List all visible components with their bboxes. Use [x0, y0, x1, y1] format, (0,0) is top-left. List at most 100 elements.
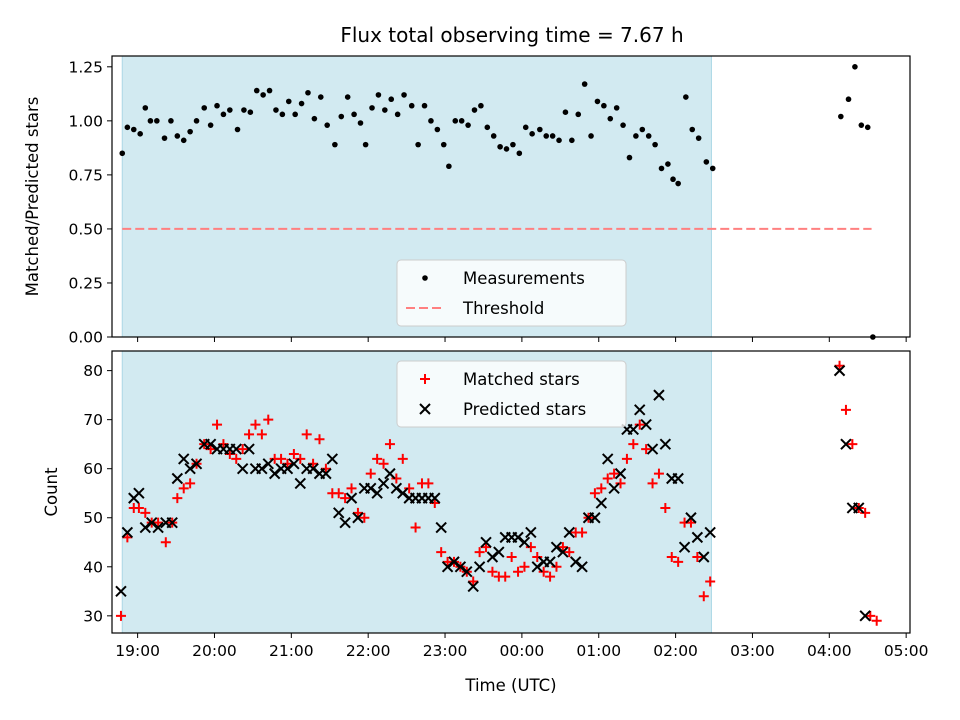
predicted-point [480, 536, 492, 548]
matched-point [474, 547, 485, 558]
data-point [709, 165, 716, 172]
predicted-point [365, 482, 377, 495]
data-point [147, 118, 154, 124]
x-tick-label: 21:00 [269, 642, 314, 660]
data-point [119, 150, 126, 157]
y-tick-label: 0.75 [68, 166, 103, 184]
data-point [838, 113, 844, 120]
matched-point [288, 448, 299, 459]
predicted-point [152, 521, 164, 534]
predicted-point [672, 472, 684, 485]
data-point [408, 102, 415, 109]
matched-point [397, 453, 408, 464]
matched-point [308, 458, 319, 469]
predicted-point [352, 512, 364, 524]
data-point [665, 161, 671, 167]
predicted-point [339, 516, 351, 529]
x-tick-label: 03:00 [730, 642, 775, 660]
matched-point [384, 439, 395, 450]
data-point [394, 111, 401, 118]
data-point [581, 81, 588, 87]
predicted-point [493, 546, 505, 558]
data-point [858, 122, 865, 128]
data-point [458, 118, 465, 124]
matched-point [359, 512, 370, 523]
legend: Measurements Threshold [396, 259, 627, 327]
predicted-point [454, 561, 467, 573]
predicted-point [390, 482, 403, 495]
predicted-point [121, 526, 134, 539]
data-point [620, 122, 626, 128]
y-tick-label: 0.25 [68, 274, 103, 292]
matched-point [231, 453, 242, 464]
predicted-point [691, 531, 704, 544]
matched-point [250, 419, 261, 430]
series-measurements [119, 64, 876, 340]
predicted-point [397, 487, 409, 499]
data-point [588, 133, 594, 139]
predicted-point [653, 389, 665, 401]
matched-point [532, 551, 543, 562]
matched-point [160, 537, 171, 548]
matched-point [847, 439, 858, 450]
data-point [362, 141, 369, 148]
matched-point [834, 360, 845, 371]
y-tick-label: 0.50 [68, 220, 103, 238]
data-point [292, 111, 298, 118]
data-point [484, 124, 491, 131]
data-point [639, 126, 646, 133]
legend-marker-x [419, 403, 431, 415]
predicted-point [294, 477, 306, 490]
data-point [266, 87, 273, 94]
data-point [510, 141, 516, 148]
data-point [675, 180, 681, 187]
data-point [689, 126, 696, 133]
matched-point [140, 507, 151, 518]
x-tick-label: 19:00 [115, 642, 160, 660]
matched-point [538, 566, 549, 577]
legend-label: Threshold [462, 299, 544, 318]
matched-point [551, 561, 562, 572]
predicted-point [544, 556, 556, 568]
matched-point [641, 444, 652, 455]
predicted-point [518, 536, 531, 548]
data-point [227, 107, 233, 113]
x-tick-label: 23:00 [423, 642, 468, 660]
data-point [130, 126, 137, 133]
legend-marker-plus [420, 374, 430, 384]
x-axis-label: Time (UTC) [464, 676, 556, 695]
predicted-point [146, 516, 158, 529]
predicted-point [563, 526, 575, 539]
predicted-point [557, 546, 569, 558]
data-point [357, 120, 364, 126]
data-point [375, 92, 382, 98]
data-point [234, 126, 241, 133]
data-point [338, 113, 345, 120]
matched-point [185, 478, 196, 489]
matched-point [487, 566, 498, 577]
predicted-point [640, 418, 652, 431]
predicted-point [525, 526, 537, 539]
data-point [658, 165, 665, 172]
matched-point [122, 532, 133, 543]
matched-point [634, 419, 645, 430]
predicted-point [204, 438, 217, 450]
data-point [695, 135, 702, 141]
data-point [332, 141, 338, 148]
x-tick-label: 22:00 [346, 642, 391, 660]
data-point [633, 133, 639, 139]
predicted-point [678, 541, 691, 553]
matched-point [224, 448, 235, 459]
matched-point [481, 542, 492, 553]
matched-point [314, 434, 325, 445]
x-tick-label: 20:00 [192, 642, 237, 660]
predicted-point [384, 467, 396, 480]
predicted-point [576, 561, 588, 573]
matched-point [133, 502, 144, 513]
predicted-point [184, 462, 196, 475]
data-point [478, 102, 484, 109]
predicted-point [178, 453, 190, 465]
matched-point [865, 610, 876, 621]
matched-point [282, 458, 293, 469]
predicted-point [646, 443, 659, 455]
